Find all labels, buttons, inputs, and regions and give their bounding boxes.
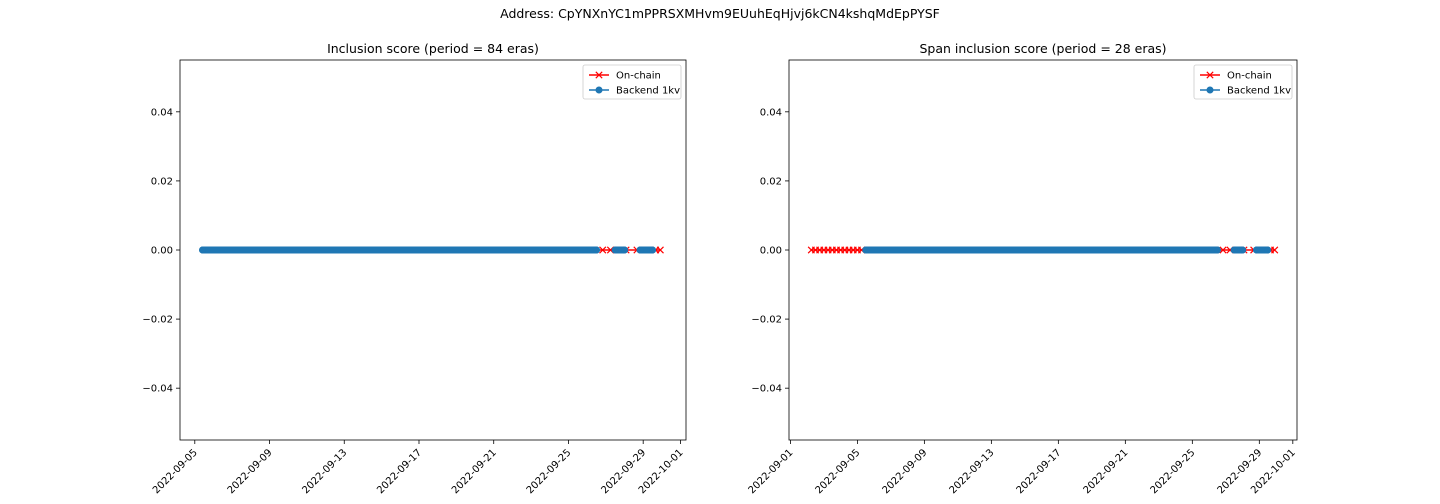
legend-label-backend: Backend 1kv [1227,86,1291,97]
y-tick-label: −0.02 [751,315,782,326]
backend-point [649,246,657,254]
backend-point [199,246,207,254]
y-tick-label: −0.04 [751,384,782,395]
backend-point [621,246,629,254]
x-tick-label: 2022-09-25 [1149,447,1198,496]
x-tick-label: 2022-09-25 [525,447,574,496]
chart-panel-1: Inclusion score (period = 84 eras) −0.04 −… [142,41,687,496]
backend-point [862,246,870,254]
backend-point [592,246,600,254]
y-tick-label: −0.04 [142,384,173,395]
backend-point [1239,246,1247,254]
backend-point [1264,246,1272,254]
x-tick-label: 2022-09-05 [151,447,200,496]
on-chain-point [595,71,603,79]
x-tick-label: 2022-09-21 [450,447,499,496]
chart-title: Span inclusion score (period = 28 eras) [919,41,1166,56]
legend-label-on-chain: On-chain [616,71,661,82]
x-tick-label: 2022-09-01 [747,447,796,496]
on-chain-point [1271,246,1279,254]
y-tick-label: −0.02 [142,315,173,326]
legend: On-chain Backend 1kv [1193,64,1293,100]
legend-backend-marker [1206,86,1214,94]
on-chain-point [599,246,607,254]
y-tick-label: 0.00 [151,246,173,257]
y-tick-label: 0.04 [151,107,173,118]
backend-point [1253,246,1261,254]
legend-label-backend: Backend 1kv [616,86,680,97]
x-tick-label: 2022-09-13 [948,447,997,496]
x-tick-label: 2022-09-17 [375,447,424,496]
figure-suptitle: Address: CpYNXnYC1mPPRSXMHvm9EUuhEqHjvj6… [500,6,940,21]
x-tick-label: 2022-09-13 [300,447,349,496]
y-tick-label: 0.00 [760,246,782,257]
legend-label-on-chain: On-chain [1227,71,1272,82]
x-tick-label: 2022-09-09 [881,447,930,496]
backend-point [1213,246,1221,254]
y-tick-label: 0.02 [760,176,782,187]
x-tick-label: 2022-09-17 [1015,447,1064,496]
on-chain-point [1206,71,1214,79]
backend-point [611,246,619,254]
x-tick-label: 2022-09-09 [226,447,275,496]
x-tick-label: 2022-09-05 [814,447,863,496]
on-chain-point [656,246,664,254]
chart-panel-2: Span inclusion score (period = 28 eras) −… [747,41,1298,496]
legend: On-chain Backend 1kv [582,64,682,100]
on-chain-point [1219,246,1227,254]
series-backend-1kv [862,246,1272,254]
x-tick-label: 2022-09-21 [1082,447,1131,496]
y-tick-label: 0.02 [151,176,173,187]
backend-point [636,246,644,254]
chart-title: Inclusion score (period = 84 eras) [327,41,539,56]
series-backend-1kv [199,246,657,254]
y-tick-label: 0.04 [760,107,782,118]
legend-backend-marker [595,86,603,94]
backend-point [1230,246,1238,254]
